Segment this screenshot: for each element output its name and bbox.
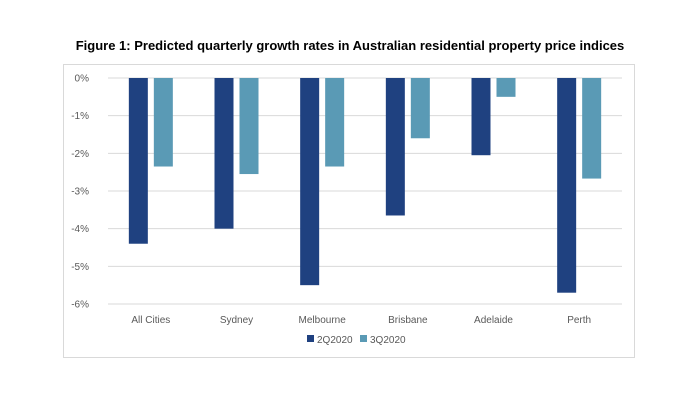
x-tick-label: Sydney (220, 315, 253, 326)
y-tick-label: 0% (75, 74, 90, 85)
y-tick-label: -5% (71, 262, 89, 273)
bar-2q2020-sydney (214, 78, 234, 229)
y-tick-label: -6% (71, 300, 89, 311)
bar-2q2020-adelaide (471, 78, 491, 156)
x-tick-label: Brisbane (388, 315, 428, 326)
chart-title: Figure 1: Predicted quarterly growth rat… (75, 38, 625, 53)
chart-frame (63, 64, 635, 358)
y-tick-label: -3% (71, 187, 89, 198)
bar-2q2020-all-cities (128, 78, 148, 244)
x-tick-label: Adelaide (474, 315, 513, 326)
bar-3q2020-sydney (239, 78, 259, 175)
x-tick-label: All Cities (131, 315, 170, 326)
y-tick-label: -2% (71, 149, 89, 160)
bar-2q2020-melbourne (300, 78, 320, 286)
bar-2q2020-perth (557, 78, 577, 293)
legend-swatch (360, 335, 367, 342)
x-tick-label: Perth (567, 315, 591, 326)
legend-label: 2Q2020 (317, 335, 353, 346)
legend-label: 3Q2020 (370, 335, 406, 346)
y-tick-label: -4% (71, 224, 89, 235)
bar-3q2020-melbourne (325, 78, 345, 167)
x-tick-label: Melbourne (299, 315, 347, 326)
legend-swatch (307, 335, 314, 342)
bar-3q2020-all-cities (153, 78, 173, 167)
bar-3q2020-perth (582, 78, 602, 179)
bar-3q2020-adelaide (496, 78, 516, 97)
y-tick-label: -1% (71, 111, 89, 122)
bar-2q2020-brisbane (385, 78, 405, 216)
bar-3q2020-brisbane (410, 78, 430, 139)
